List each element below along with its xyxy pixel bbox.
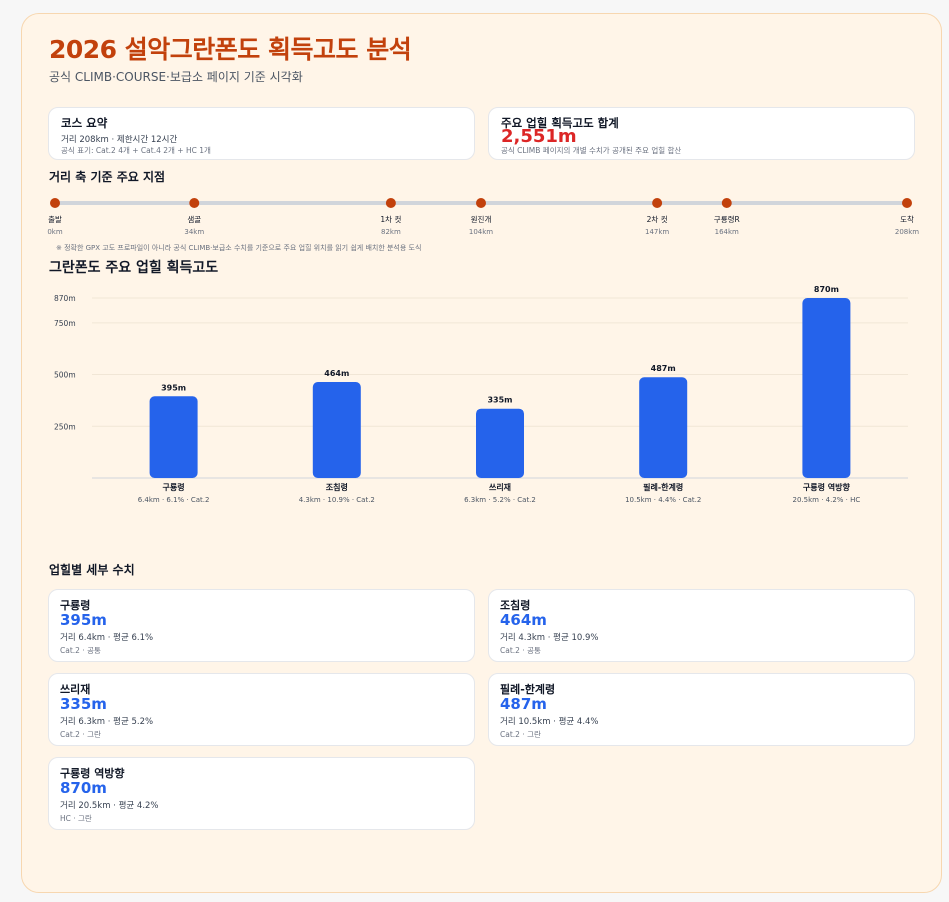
climb-detail-card: 구룡령 395m 거리 6.4km · 평균 6.1% Cat.2 · 공통 bbox=[48, 589, 475, 662]
climb-gain-value: 487m bbox=[500, 695, 547, 713]
gain-summary-card: 주요 업힐 획득고도 합계 2,551m 공식 CLIMB 페이지의 개별 수치… bbox=[488, 107, 915, 160]
course-summary-distance: 거리 208km · 제한시간 12시간 bbox=[61, 135, 178, 145]
climb-distance-grade: 거리 6.4km · 평균 6.1% bbox=[60, 633, 154, 643]
timeline-title: 거리 축 기준 주요 지점 bbox=[49, 170, 166, 184]
climb-detail-card: 필례-한계령 487m 거리 10.5km · 평균 4.4% Cat.2 · 그란 bbox=[488, 673, 915, 746]
climb-detail-card: 조침령 464m 거리 4.3km · 평균 10.9% Cat.2 · 공통 bbox=[488, 589, 915, 662]
timeline-point-name: 원진개 bbox=[471, 214, 492, 224]
course-summary-card: 코스 요약 거리 208km · 제한시간 12시간 공식 표기: Cat.2 … bbox=[48, 107, 475, 160]
climb-gain-value: 870m bbox=[60, 779, 107, 797]
timeline-point-dot bbox=[902, 198, 912, 208]
timeline-point-km: 34km bbox=[184, 228, 204, 236]
timeline-point-km: 164km bbox=[715, 228, 739, 236]
x-category-label: 쓰리재 bbox=[489, 482, 511, 492]
climb-bar bbox=[802, 298, 851, 478]
y-tick-label: 870m bbox=[54, 294, 76, 303]
climb-distance-grade: 거리 4.3km · 평균 10.9% bbox=[500, 633, 599, 643]
y-tick-label: 750m bbox=[54, 319, 76, 328]
timeline-point-name: 샘골 bbox=[187, 215, 201, 224]
climb-bar bbox=[312, 382, 361, 478]
climb-detail-card: 구룡령 역방향 870m 거리 20.5km · 평균 4.2% HC · 그란 bbox=[48, 757, 475, 830]
climb-name: 필례-한계령 bbox=[500, 683, 556, 696]
x-category-detail: 4.3km · 10.9% · Cat.2 bbox=[299, 496, 375, 504]
climb-bar bbox=[639, 377, 688, 478]
bar-value-label: 335m bbox=[487, 396, 512, 405]
climb-name: 조침령 bbox=[500, 599, 531, 612]
distance-timeline: 출발 0km 샘골 34km 1차 컷 82km 원진개 104km 2차 컷 147km 구룡령R… bbox=[47, 198, 919, 236]
x-category-label: 필례-한계령 bbox=[643, 482, 683, 492]
page-subtitle: 공식 CLIMB·COURSE·보급소 페이지 기준 시각화 bbox=[49, 70, 303, 84]
course-summary-title: 코스 요약 bbox=[61, 116, 108, 130]
gain-summary-value: 2,551m bbox=[501, 126, 577, 147]
y-tick-label: 500m bbox=[54, 371, 76, 380]
climb-name: 쓰리재 bbox=[60, 683, 91, 696]
timeline-point-km: 104km bbox=[469, 228, 493, 236]
bar-value-label: 464m bbox=[324, 369, 349, 378]
timeline-point-name: 구룡령R bbox=[714, 215, 740, 224]
x-category-detail: 10.5km · 4.4% · Cat.2 bbox=[625, 496, 701, 504]
climb-gain-value: 395m bbox=[60, 611, 107, 629]
climb-name: 구룡령 역방향 bbox=[60, 767, 125, 780]
x-category-label: 구룡령 bbox=[163, 482, 185, 492]
timeline-point-km: 147km bbox=[645, 228, 669, 236]
page-title: 2026 설악그란폰도 획득고도 분석 bbox=[49, 35, 412, 64]
timeline-point-km: 208km bbox=[895, 228, 919, 236]
climb-bar bbox=[476, 408, 524, 478]
x-category-detail: 6.4km · 6.1% · Cat.2 bbox=[138, 496, 210, 504]
timeline-point-dot bbox=[385, 198, 396, 208]
climb-name: 구룡령 bbox=[60, 599, 91, 612]
timeline-point-name: 출발 bbox=[48, 214, 62, 224]
chart-title: 그란폰도 주요 업힐 획득고도 bbox=[49, 260, 219, 276]
x-category-label: 구룡령 역방향 bbox=[803, 482, 851, 492]
timeline-note: ※ 정확한 GPX 고도 프로파일이 아니라 공식 CLIMB·보급소 수치를 … bbox=[56, 244, 422, 252]
climb-category-course: HC · 그란 bbox=[60, 814, 92, 823]
timeline-point-name: 1차 컷 bbox=[380, 214, 401, 224]
timeline-point-dot bbox=[652, 198, 663, 208]
x-category-label: 조침령 bbox=[326, 482, 348, 492]
climb-bar-chart: 250m 500m 750m 870m 395m 구룡령 6.4km · 6.1% · Ca… bbox=[54, 285, 908, 504]
climb-distance-grade: 거리 20.5km · 평균 4.2% bbox=[60, 801, 159, 811]
details-title: 업힐별 세부 수치 bbox=[49, 563, 135, 577]
bar-value-label: 487m bbox=[651, 364, 676, 373]
course-summary-categories: 공식 표기: Cat.2 4개 + Cat.4 2개 + HC 1개 bbox=[61, 146, 211, 155]
climb-category-course: Cat.2 · 그란 bbox=[500, 730, 541, 739]
climb-gain-value: 335m bbox=[60, 695, 107, 713]
climb-category-course: Cat.2 · 그란 bbox=[60, 730, 101, 739]
climb-gain-value: 464m bbox=[500, 611, 547, 629]
climb-distance-grade: 거리 6.3km · 평균 5.2% bbox=[60, 717, 154, 727]
gain-summary-title: 주요 업힐 획득고도 합계 bbox=[501, 116, 619, 130]
bar-value-label: 870m bbox=[814, 285, 839, 294]
timeline-point-name: 도착 bbox=[900, 215, 914, 224]
timeline-point-dot bbox=[50, 198, 60, 208]
timeline-point-km: 82km bbox=[381, 228, 401, 236]
report-page: 2026 설악그란폰도 획득고도 분석 공식 CLIMB·COURSE·보급소 … bbox=[21, 13, 942, 893]
x-category-detail: 6.3km · 5.2% · Cat.2 bbox=[464, 496, 536, 504]
timeline-point-dot bbox=[721, 198, 732, 208]
climb-detail-card: 쓰리재 335m 거리 6.3km · 평균 5.2% Cat.2 · 그란 bbox=[48, 673, 475, 746]
gain-summary-note: 공식 CLIMB 페이지의 개별 수치가 공개된 주요 업힐 합산 bbox=[501, 146, 682, 155]
x-category-detail: 20.5km · 4.2% · HC bbox=[793, 496, 861, 504]
timeline-point-name: 2차 컷 bbox=[647, 214, 668, 224]
climb-category-course: Cat.2 · 공통 bbox=[60, 646, 101, 655]
timeline-point-dot bbox=[189, 198, 200, 208]
timeline-point-km: 0km bbox=[47, 228, 63, 236]
bar-value-label: 395m bbox=[161, 383, 186, 392]
climb-distance-grade: 거리 10.5km · 평균 4.4% bbox=[500, 717, 599, 727]
y-tick-label: 250m bbox=[54, 422, 76, 431]
climb-category-course: Cat.2 · 공통 bbox=[500, 646, 541, 655]
timeline-point-dot bbox=[476, 198, 486, 208]
climb-bar bbox=[149, 396, 198, 478]
